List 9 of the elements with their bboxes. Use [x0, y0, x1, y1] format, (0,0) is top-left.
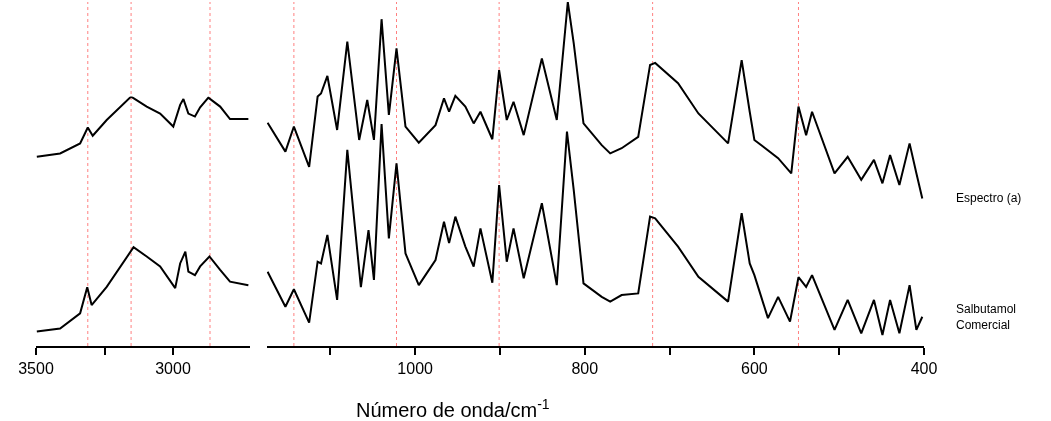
text: Espectro (a)	[956, 191, 1022, 205]
x-tick-label: 600	[741, 359, 768, 377]
x-tick-label: 800	[571, 359, 599, 377]
text: Salbutamol Comercial	[956, 302, 1017, 332]
x-tick-label: 3500	[18, 359, 54, 377]
x-tick-label: 3000	[155, 359, 191, 377]
x-tick-label: 400	[910, 359, 938, 377]
x-axis-title: Número de onda/cm$^{-1}$	[356, 396, 550, 421]
x-tick-label: 1000	[397, 359, 434, 377]
